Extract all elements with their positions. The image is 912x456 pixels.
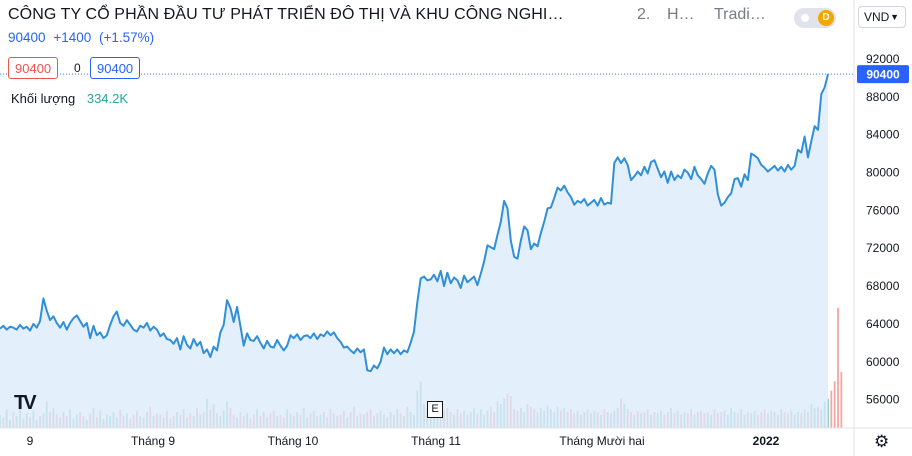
y-axis[interactable]: 56000 60000 64000 68000 72000 76000 80000 84000… — [853, 0, 900, 456]
last-price-badge-bg — [857, 65, 909, 84]
y-tick-label: 92000 — [866, 52, 900, 66]
y-tick-label: 84000 — [866, 128, 900, 142]
y-tick-label: 80000 — [866, 165, 900, 179]
last-price: 90400 — [8, 30, 46, 45]
tradingview-logo-icon[interactable]: TV — [14, 392, 36, 414]
delayed-data-badge: D — [818, 10, 834, 26]
y-tick-label: 60000 — [866, 355, 900, 369]
volume-label: Khối lượng — [11, 91, 76, 106]
volume-value: 334.2K — [86, 91, 129, 106]
price-change-pct: (+1.57%) — [99, 30, 155, 45]
currency-value: VND — [864, 10, 890, 24]
x-tick-label: 2022 — [753, 434, 780, 448]
y-tick-label: 64000 — [866, 317, 900, 331]
chevron-down-icon: ▼ — [890, 12, 899, 22]
y-tick-label: 68000 — [866, 279, 900, 293]
price-summary: 90400 +1400 (+1.57%) — [8, 30, 158, 45]
y-tick-label: 72000 — [866, 241, 900, 255]
currency-select[interactable]: VND ▼ — [858, 6, 906, 28]
price-line — [0, 73, 829, 373]
volume-bar — [833, 381, 836, 428]
exchange-label[interactable]: H… — [667, 6, 695, 23]
volume-bar — [837, 308, 839, 428]
x-tick-label: Tháng 10 — [268, 434, 319, 448]
earnings-marker[interactable]: E — [427, 401, 443, 418]
data-mode-toggle[interactable]: D — [794, 8, 836, 28]
last-price-badge: 90400 — [857, 65, 909, 84]
symbol-title[interactable]: CÔNG TY CỔ PHẦN ĐẦU TƯ PHÁT TRIỂN ĐÔ THỊ… — [8, 6, 564, 23]
x-tick-label: Tháng Mười hai — [559, 434, 644, 448]
volume-legend: Khối lượng 334.2K — [11, 91, 128, 106]
y-tick-label: 76000 — [866, 203, 900, 217]
x-axis[interactable]: 9 Tháng 9 Tháng 10 Tháng 11 Tháng Mười hai 20… — [0, 427, 912, 448]
last-price-badge-text: 90400 — [866, 68, 900, 82]
x-tick-label: 9 — [27, 434, 34, 448]
provider-label[interactable]: Tradi… — [714, 6, 766, 23]
y-tick-label: 88000 — [866, 90, 900, 104]
gear-icon[interactable]: ⚙ — [874, 432, 890, 451]
sell-button[interactable]: 90400 — [8, 57, 59, 79]
price-area-fill — [0, 74, 828, 428]
y-tick-label: 56000 — [866, 393, 900, 407]
interval-label[interactable]: 2. — [637, 6, 651, 23]
volume-bar — [830, 390, 833, 428]
volume-bar — [840, 372, 843, 428]
spread-value: 0 — [74, 61, 81, 75]
price-change: +1400 — [53, 30, 92, 45]
x-tick-label: Tháng 9 — [131, 434, 175, 448]
x-tick-label: Tháng 11 — [411, 434, 461, 448]
buy-button[interactable]: 90400 — [90, 57, 141, 79]
toggle-dot-icon — [801, 14, 809, 22]
